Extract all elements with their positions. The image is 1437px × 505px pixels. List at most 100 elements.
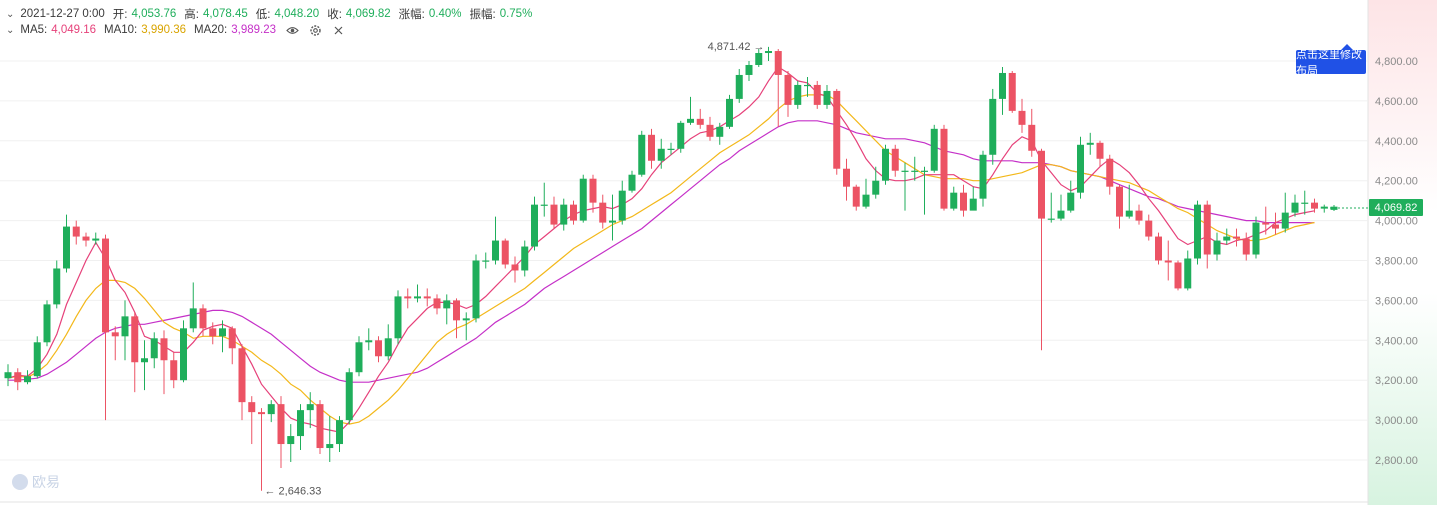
candle-body	[433, 298, 441, 309]
candle-body	[950, 192, 958, 209]
candle-body	[804, 84, 811, 87]
y-tick-label: 2,800.00	[1375, 455, 1418, 467]
candle-body	[1164, 260, 1172, 263]
candle	[1194, 200, 1201, 265]
candle	[521, 240, 529, 277]
candle-body	[482, 260, 490, 262]
candle-body	[228, 328, 236, 349]
y-tick-label: 3,000.00	[1375, 415, 1418, 427]
min-price-annotation: ← 2,646.33	[265, 486, 322, 498]
candle-body	[1174, 262, 1182, 289]
low-value: 4,048.20	[274, 8, 320, 20]
candle-body	[794, 84, 802, 105]
candle	[930, 124, 938, 173]
candle	[960, 184, 967, 217]
candle-body	[1086, 142, 1094, 145]
eye-icon[interactable]	[286, 24, 299, 37]
candle-body	[852, 186, 860, 207]
candle	[1145, 214, 1153, 241]
amplitude-value: 0.75%	[499, 8, 533, 20]
candle	[199, 304, 207, 337]
candle	[872, 166, 880, 199]
candle	[1233, 228, 1240, 247]
candle-body	[102, 238, 109, 333]
candle	[618, 180, 626, 225]
candle-body	[1252, 222, 1260, 255]
candle	[160, 330, 168, 395]
candle-body	[189, 308, 197, 329]
close-value: 4,069.82	[345, 8, 391, 20]
candle-body	[921, 170, 928, 172]
candle	[92, 232, 100, 245]
candle-body	[14, 372, 22, 383]
candle-body	[287, 436, 295, 445]
candle	[24, 370, 31, 385]
candle	[950, 186, 958, 211]
chevron-down-icon[interactable]: ⌄	[6, 8, 15, 20]
candle	[170, 352, 178, 389]
candle	[492, 216, 499, 265]
candle	[277, 396, 285, 468]
candle	[258, 408, 265, 491]
candle	[891, 144, 899, 177]
candle-body	[550, 204, 558, 225]
candle	[862, 178, 870, 209]
low-label: 低:	[255, 9, 271, 21]
candle-body	[394, 296, 402, 339]
candle	[823, 84, 831, 109]
candle	[63, 214, 70, 273]
candle-body	[326, 444, 334, 449]
candle-body	[618, 190, 626, 221]
price-axis-background	[1368, 0, 1437, 505]
candle	[882, 144, 889, 185]
candle	[102, 234, 109, 421]
candle	[979, 150, 987, 207]
candle-body	[404, 296, 412, 299]
candle-body	[862, 194, 870, 207]
candle-body	[384, 338, 392, 357]
candle-body	[784, 74, 792, 105]
candle	[1320, 204, 1328, 213]
candle-body	[121, 316, 129, 337]
candle-body	[677, 122, 685, 149]
y-tick-label: 4,000.00	[1375, 216, 1418, 228]
chevron-down-icon[interactable]: ⌄	[6, 24, 15, 36]
candle	[316, 400, 324, 455]
candle	[648, 128, 655, 169]
candle-body	[755, 53, 763, 65]
candle-date: 2021-12-27 0:00	[20, 8, 105, 20]
candle-body	[687, 118, 694, 123]
candle	[1028, 108, 1036, 157]
axis-labels: 2,800.00 3,000.00 3,200.00 3,400.00 3,600.00…	[265, 41, 1418, 498]
candle	[482, 252, 490, 269]
candle	[1086, 132, 1094, 155]
candle-body	[170, 360, 178, 381]
close-label: 收:	[327, 9, 342, 21]
candle-body	[589, 178, 597, 203]
close-icon[interactable]	[332, 24, 345, 37]
candle	[336, 416, 343, 453]
candle	[843, 158, 850, 201]
candle	[560, 198, 568, 231]
high-label: 高:	[184, 9, 199, 21]
candle	[443, 294, 451, 325]
candle-body	[72, 226, 80, 237]
layout-settings-button[interactable]: 点击这里修改布局	[1296, 49, 1366, 77]
candle-body	[1028, 124, 1036, 151]
candle	[404, 288, 412, 309]
gear-icon[interactable]	[309, 24, 322, 37]
grid-lines	[0, 60, 1368, 461]
candle	[394, 290, 402, 345]
candle-body	[472, 260, 480, 319]
candle-body	[1116, 186, 1123, 217]
candle	[765, 46, 772, 61]
candle-body	[1291, 202, 1299, 213]
candle	[238, 344, 246, 421]
candle	[833, 88, 841, 175]
candle-body	[1262, 222, 1270, 225]
candle	[1135, 204, 1143, 225]
candle-body	[180, 328, 187, 381]
candle-body	[1145, 220, 1153, 237]
candle-body	[1067, 192, 1075, 211]
